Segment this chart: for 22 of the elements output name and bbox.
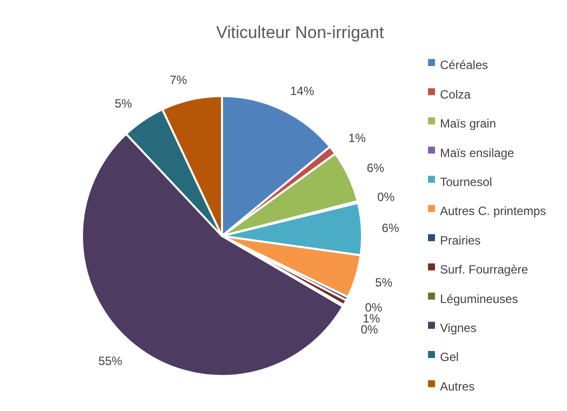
legend-label: Autres C. printemps	[440, 204, 546, 218]
data-label: 6%	[366, 160, 384, 175]
data-label: 5%	[375, 276, 393, 290]
data-label: 6%	[382, 220, 400, 235]
legend-label: Autres	[440, 379, 475, 394]
legend-label: Vignes	[440, 320, 476, 335]
data-label: 0%	[377, 190, 395, 204]
legend-label: Tournesol	[440, 174, 492, 189]
legend-label: Maïs grain	[440, 116, 496, 131]
data-label: 14%	[290, 84, 314, 98]
legend-label: Prairies	[440, 233, 481, 248]
data-label: 5%	[114, 96, 132, 111]
legend-label: Légumineuses	[440, 292, 518, 306]
legend-label: Céréales	[440, 58, 488, 72]
data-label: 55%	[98, 354, 123, 368]
legend-label: Maïs ensilage	[440, 146, 514, 160]
data-label: 7%	[170, 72, 188, 87]
chart-title: Viticulteur Non-irrigant	[216, 23, 384, 42]
legend-label: Surf. Fourragère	[440, 262, 528, 277]
data-label: 1%	[348, 130, 366, 145]
legend-label: Colza	[440, 87, 472, 102]
legend-label: Gel	[440, 350, 459, 364]
